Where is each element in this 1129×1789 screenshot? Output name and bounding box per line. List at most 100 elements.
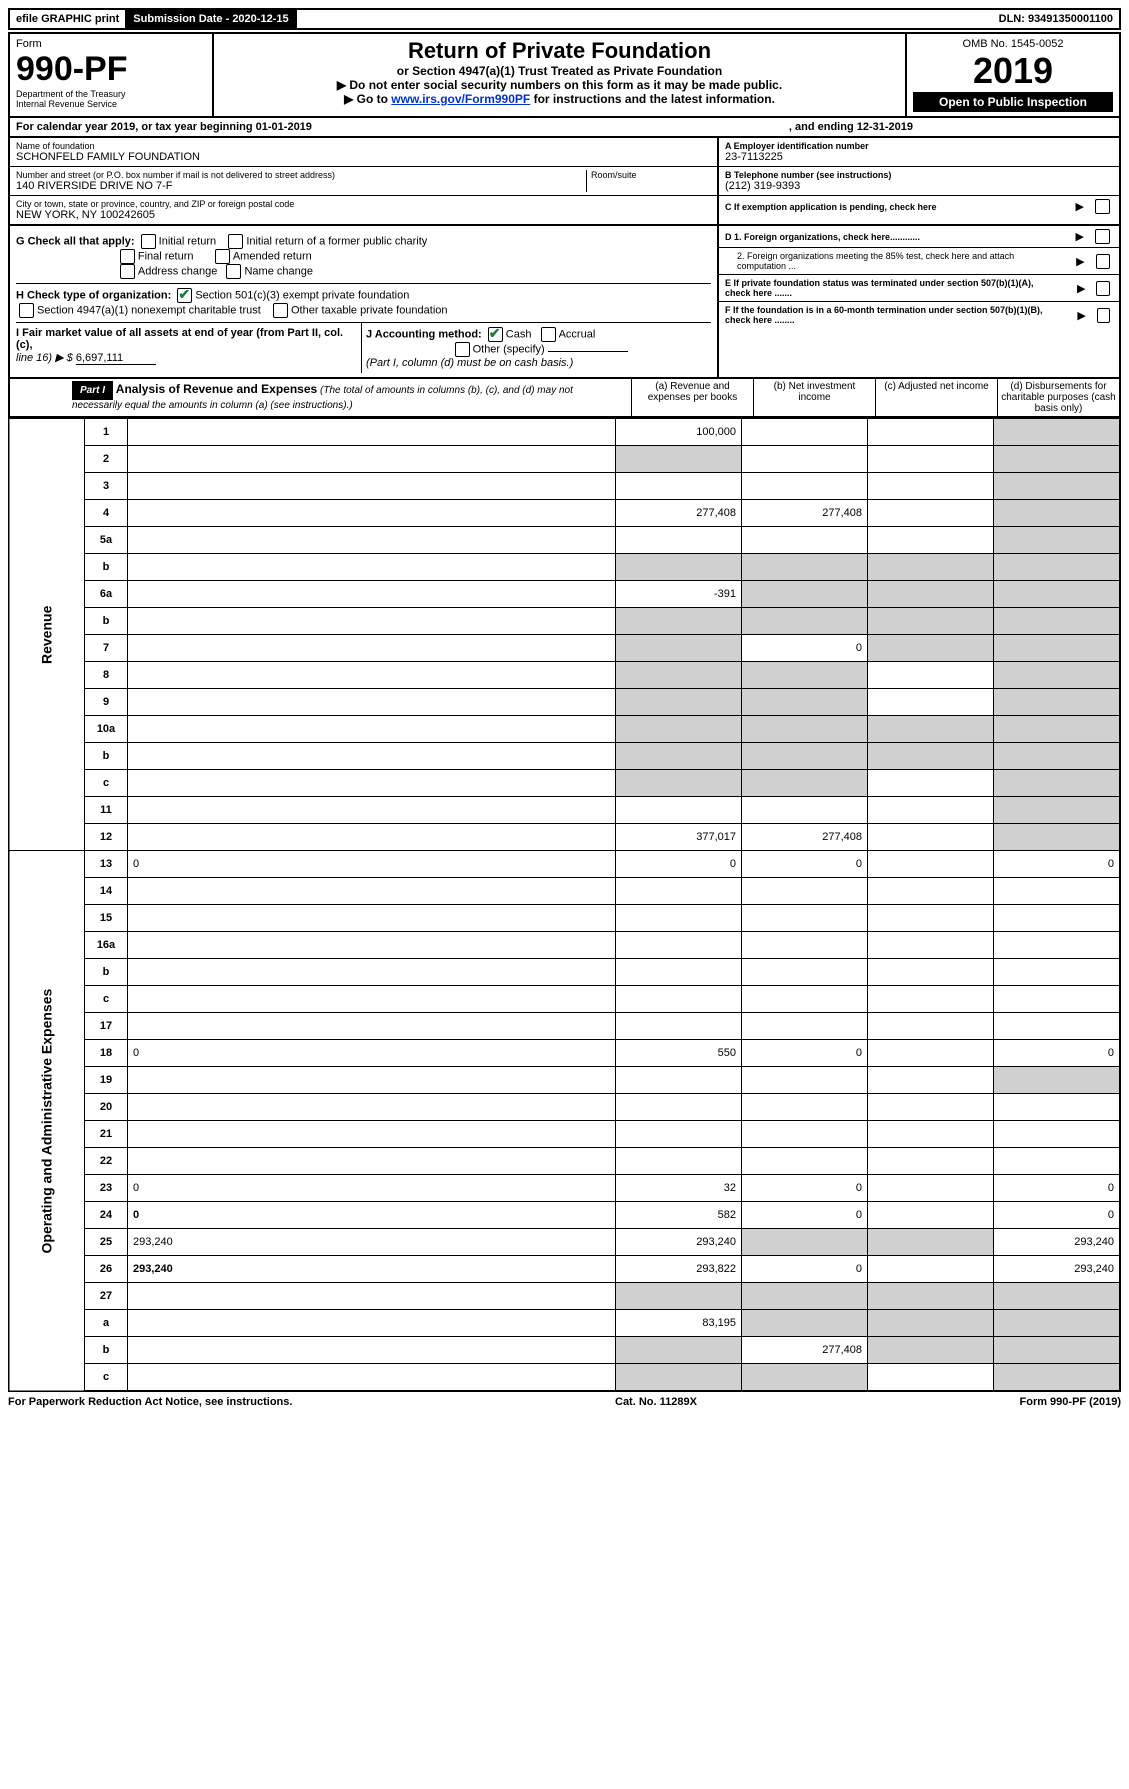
cell-b <box>742 743 868 770</box>
line-desc <box>128 689 616 716</box>
line-desc <box>128 1094 616 1121</box>
top-bar: efile GRAPHIC print Submission Date - 20… <box>8 8 1121 30</box>
h-other[interactable] <box>273 303 288 318</box>
cell-b <box>742 527 868 554</box>
form-header: Form 990-PF Department of the Treasury I… <box>8 32 1121 118</box>
form-number: 990-PF <box>16 50 206 89</box>
cell-a <box>616 716 742 743</box>
cell-c <box>868 743 994 770</box>
j-cash[interactable] <box>488 327 503 342</box>
cell-b <box>742 1310 868 1337</box>
expenses-section-label: Operating and Administrative Expenses <box>9 851 85 1392</box>
cell-c <box>868 932 994 959</box>
checkbox-d2[interactable] <box>1096 254 1110 269</box>
cell-c <box>868 473 994 500</box>
cell-c <box>868 851 994 878</box>
cell-b <box>742 1121 868 1148</box>
footer-left: For Paperwork Reduction Act Notice, see … <box>8 1396 292 1408</box>
j-accrual[interactable] <box>541 327 556 342</box>
line-desc <box>128 1364 616 1392</box>
table-row: b <box>9 959 1120 986</box>
line-number: 15 <box>85 905 128 932</box>
cell-b <box>742 1013 868 1040</box>
cell-a: 32 <box>616 1175 742 1202</box>
form-subtitle-2: ▶ Do not enter social security numbers o… <box>220 78 899 92</box>
g-initial-public[interactable] <box>228 234 243 249</box>
cell-c <box>868 1283 994 1310</box>
table-row: 10a <box>9 716 1120 743</box>
checkbox-e[interactable] <box>1096 281 1110 296</box>
table-row: 5a <box>9 527 1120 554</box>
line-desc <box>128 554 616 581</box>
d1-cell: D 1. Foreign organizations, check here..… <box>719 226 1119 248</box>
table-row: 3 <box>9 473 1120 500</box>
g-row: G Check all that apply: Initial return I… <box>16 230 711 283</box>
col-c-head: (c) Adjusted net income <box>875 379 997 416</box>
part1-header-row: Part I Analysis of Revenue and Expenses … <box>8 379 1121 418</box>
cell-d <box>994 878 1121 905</box>
col-a-head: (a) Revenue and expenses per books <box>631 379 753 416</box>
h-row: H Check type of organization: Section 50… <box>16 283 711 322</box>
table-row: 17 <box>9 1013 1120 1040</box>
cell-b: 0 <box>742 851 868 878</box>
h-501c3[interactable] <box>177 288 192 303</box>
footer-mid: Cat. No. 11289X <box>615 1396 697 1408</box>
cell-d <box>994 1121 1121 1148</box>
table-row: Operating and Administrative Expenses130… <box>9 851 1120 878</box>
h-4947[interactable] <box>19 303 34 318</box>
j-other[interactable] <box>455 342 470 357</box>
g-final[interactable] <box>120 249 135 264</box>
line-desc <box>128 1067 616 1094</box>
cell-b: 0 <box>742 1040 868 1067</box>
line-number: b <box>85 959 128 986</box>
cell-b <box>742 905 868 932</box>
cell-c <box>868 446 994 473</box>
cell-b <box>742 716 868 743</box>
checkbox-c[interactable] <box>1095 199 1110 214</box>
line-desc <box>128 1337 616 1364</box>
table-row: 11 <box>9 797 1120 824</box>
g-initial[interactable] <box>141 234 156 249</box>
cell-d <box>994 608 1121 635</box>
line-desc <box>128 419 616 446</box>
cell-d <box>994 824 1121 851</box>
line-number: 6a <box>85 581 128 608</box>
line-desc <box>128 608 616 635</box>
table-row: a83,195 <box>9 1310 1120 1337</box>
ein-cell: A Employer identification number 23-7113… <box>719 138 1119 167</box>
cell-d <box>994 662 1121 689</box>
table-row: 14 <box>9 878 1120 905</box>
cell-b <box>742 878 868 905</box>
line-number: b <box>85 554 128 581</box>
g-name[interactable] <box>226 264 241 279</box>
table-row: 20 <box>9 1094 1120 1121</box>
cell-a: 100,000 <box>616 419 742 446</box>
cell-c <box>868 1094 994 1121</box>
cell-d <box>994 1148 1121 1175</box>
cell-b <box>742 689 868 716</box>
checkbox-d1[interactable] <box>1095 229 1110 244</box>
line-desc <box>128 500 616 527</box>
line-number: b <box>85 743 128 770</box>
line-desc <box>128 635 616 662</box>
cell-d: 0 <box>994 851 1121 878</box>
cell-b <box>742 1094 868 1121</box>
line-desc <box>128 581 616 608</box>
g-address[interactable] <box>120 264 135 279</box>
cell-c <box>868 770 994 797</box>
irs-link[interactable]: www.irs.gov/Form990PF <box>391 92 530 106</box>
cell-c <box>868 1202 994 1229</box>
cell-c <box>868 500 994 527</box>
cell-d <box>994 689 1121 716</box>
checkbox-f[interactable] <box>1097 308 1110 323</box>
cell-c <box>868 1013 994 1040</box>
cell-c <box>868 824 994 851</box>
cell-a <box>616 635 742 662</box>
cell-a: 377,017 <box>616 824 742 851</box>
cell-d <box>994 554 1121 581</box>
foundation-name-cell: Name of foundation SCHONFELD FAMILY FOUN… <box>10 138 717 167</box>
table-row: 6a-391 <box>9 581 1120 608</box>
line-number: 10a <box>85 716 128 743</box>
g-amended[interactable] <box>215 249 230 264</box>
cell-b: 277,408 <box>742 500 868 527</box>
